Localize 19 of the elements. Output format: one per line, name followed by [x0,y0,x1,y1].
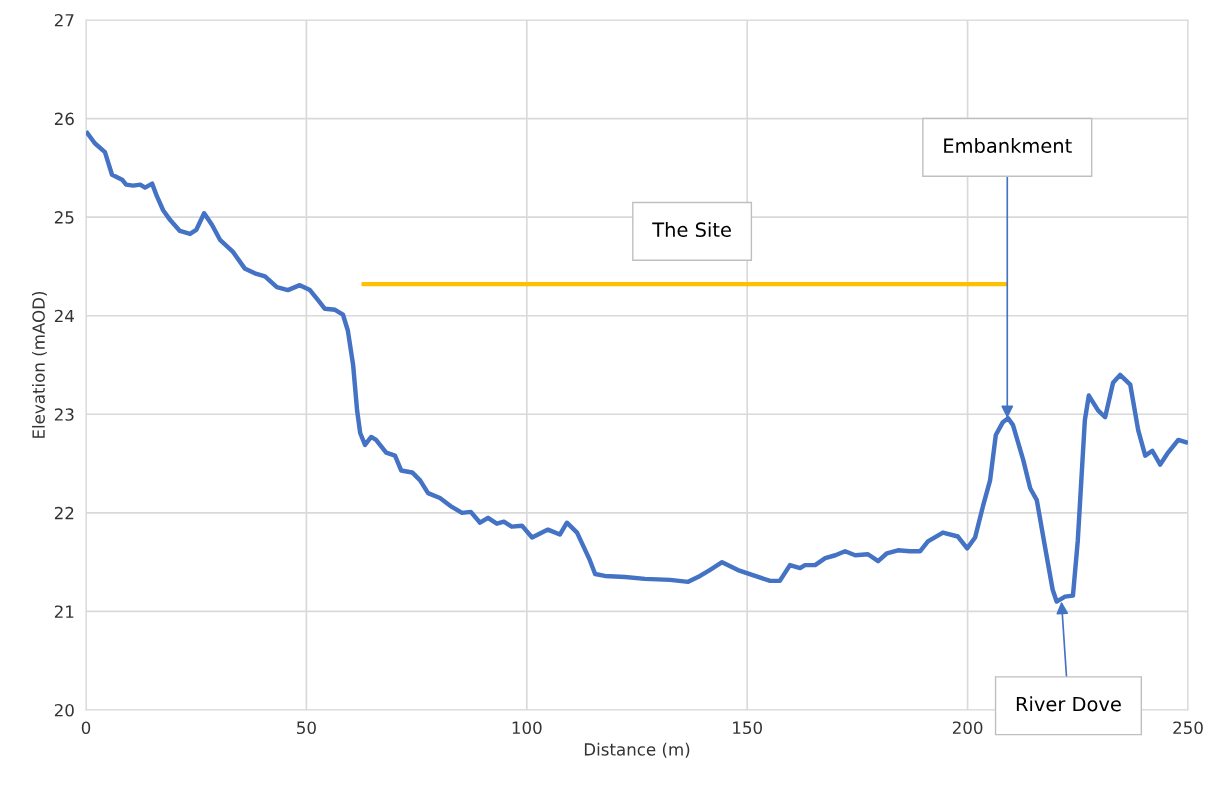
y-tick-label: 23 [54,408,74,421]
x-tick-label: 200 [952,721,983,735]
y-tick-label: 21 [54,605,74,618]
y-tick-label: 27 [54,13,74,27]
x-tick-label: 250 [1173,721,1203,735]
y-tick-label: 25 [54,211,74,224]
y-axis-title: Elevation (mAOD) [31,291,47,438]
x-tick-label: 100 [512,721,542,735]
y-tick-label: 24 [54,309,74,323]
y-tick-label: 22 [54,506,74,520]
x-axis-title: Distance (m) [584,742,690,758]
x-tick-label: 0 [81,721,91,735]
annotation: River Dove [1016,696,1121,712]
annotation: Embankment [944,137,1072,154]
x-tick-label: 150 [733,721,762,735]
y-tick-label: 26 [54,112,74,126]
annotation: The Site [652,221,731,238]
x-tick-label: 50 [297,721,316,735]
y-tick-label: 20 [54,703,74,717]
